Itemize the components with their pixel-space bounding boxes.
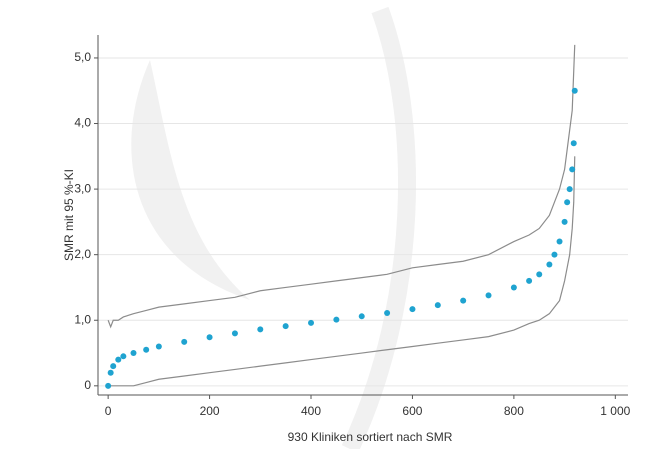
y-tick-label: 4,0 — [74, 116, 91, 130]
y-tick-label: 1,0 — [74, 312, 91, 326]
point — [564, 199, 571, 206]
point — [206, 334, 213, 341]
point — [460, 297, 467, 304]
point — [546, 261, 553, 268]
watermark — [341, 6, 416, 449]
point — [107, 369, 114, 376]
point — [570, 140, 577, 147]
point — [485, 292, 492, 299]
point — [556, 238, 563, 245]
point — [105, 382, 112, 389]
y-tick-label: 5,0 — [74, 50, 91, 64]
point — [384, 310, 391, 317]
x-tick-label: 600 — [402, 404, 422, 418]
x-tick-label: 200 — [200, 404, 220, 418]
x-tick-label: 0 — [105, 404, 112, 418]
point — [434, 302, 441, 309]
y-tick-label: 0 — [84, 378, 91, 392]
point — [282, 323, 289, 330]
x-axis-label: 930 Kliniken sortiert nach SMR — [288, 430, 453, 444]
point — [551, 251, 558, 258]
y-tick-label: 2,0 — [74, 247, 91, 261]
point — [358, 313, 365, 320]
point — [561, 218, 568, 225]
point — [333, 316, 340, 323]
point — [308, 319, 315, 326]
point — [510, 284, 517, 291]
point — [569, 166, 576, 173]
point — [409, 306, 416, 313]
point — [566, 186, 573, 193]
ci-line — [107, 44, 576, 329]
point — [115, 356, 122, 363]
y-axis-label: SMR mit 95 %-KI — [62, 169, 76, 261]
point — [130, 350, 137, 357]
point — [571, 87, 578, 94]
x-tick-label: 800 — [504, 404, 524, 418]
point — [231, 330, 238, 337]
point — [110, 363, 117, 370]
point — [526, 277, 533, 284]
x-tick-label: 1 000 — [600, 404, 630, 418]
point — [181, 338, 188, 345]
point — [155, 343, 162, 350]
y-tick-label: 3,0 — [74, 181, 91, 195]
watermark — [131, 60, 250, 300]
point — [257, 326, 264, 333]
x-tick-label: 400 — [301, 404, 321, 418]
ci-line — [108, 156, 576, 387]
point — [536, 271, 543, 278]
point — [120, 353, 127, 360]
point — [143, 346, 150, 353]
